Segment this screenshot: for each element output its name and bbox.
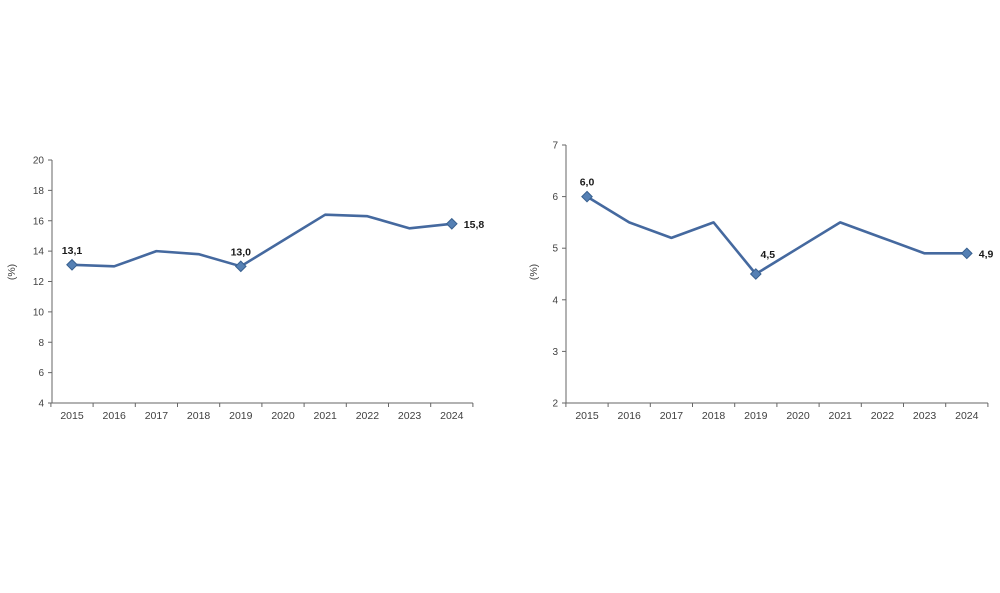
data-point-marker — [581, 190, 593, 203]
y-tick-label: 12 — [33, 277, 45, 288]
y-tick-label: 6 — [552, 192, 558, 203]
data-line — [70, 213, 454, 268]
x-tick-label: 2024 — [440, 410, 464, 422]
data-line — [585, 195, 969, 276]
x-tick-label: 2020 — [786, 410, 810, 422]
data-point-marker — [749, 268, 762, 280]
x-tick-label: 2022 — [871, 410, 895, 422]
x-tick-label: 2015 — [60, 410, 84, 422]
y-axis-title: (%) — [528, 264, 540, 280]
y-tick-label: 6 — [38, 368, 44, 379]
data-point-marker — [445, 217, 458, 230]
y-tick-label: 16 — [33, 216, 45, 227]
x-tick-label: 2023 — [913, 410, 937, 422]
x-tick-label: 2015 — [575, 410, 599, 422]
y-tick-label: 8 — [38, 338, 44, 349]
x-tick-label: 2019 — [229, 410, 253, 422]
y-tick-label: 20 — [33, 156, 45, 167]
data-point-label: 6,0 — [580, 177, 595, 189]
y-axis-title: (%) — [6, 264, 18, 280]
x-tick-label: 2016 — [618, 410, 642, 422]
x-tick-label: 2016 — [103, 410, 127, 422]
y-tick-label: 4 — [552, 295, 558, 306]
line-chart-right-svg: 2 3 4 5 6 7 2015 2016 2017 2018 2019 2020 2021 2022 20… — [528, 141, 994, 423]
data-point-label: 4,5 — [760, 249, 775, 261]
data-point-marker — [234, 260, 247, 273]
y-tick-label: 5 — [552, 244, 558, 255]
x-tick-label: 2024 — [955, 410, 979, 422]
data-point-label: 4,9 — [979, 248, 994, 260]
data-point-marker — [960, 247, 973, 260]
y-tick-label: 2 — [552, 399, 558, 410]
y-tick-label: 4 — [38, 399, 44, 410]
y-tick-label: 3 — [552, 347, 558, 358]
x-tick-label: 2023 — [398, 410, 422, 422]
x-tick-label: 2017 — [145, 410, 169, 422]
y-tick-label: 10 — [33, 307, 45, 318]
x-tick-label: 2018 — [187, 410, 211, 422]
y-tick-label: 18 — [33, 186, 45, 197]
x-tick-label: 2018 — [702, 410, 726, 422]
x-tick-label: 2017 — [660, 410, 684, 422]
x-tick-label: 2022 — [356, 410, 380, 422]
x-tick-label: 2020 — [271, 410, 295, 422]
x-tick-label: 2021 — [829, 410, 853, 422]
x-tick-label: 2019 — [744, 410, 768, 422]
y-tick-label: 7 — [552, 141, 558, 152]
data-point-label: 13,0 — [231, 246, 252, 258]
line-chart-left-svg: 4 6 8 10 12 14 16 18 20 2015 2016 2017 2018 2019 2020 2… — [6, 156, 485, 423]
data-point-label: 15,8 — [464, 219, 485, 231]
x-tick-label: 2021 — [314, 410, 338, 422]
y-tick-label: 14 — [33, 247, 45, 258]
data-point-label: 13,1 — [62, 245, 83, 257]
line-chart-left: 4 6 8 10 12 14 16 18 20 2015 2016 2017 2018 2019 2020 2… — [0, 130, 500, 430]
line-chart-right: 2 3 4 5 6 7 2015 2016 2017 2018 2019 2020 2021 2022 20… — [500, 130, 1000, 430]
data-point-marker — [66, 258, 78, 271]
